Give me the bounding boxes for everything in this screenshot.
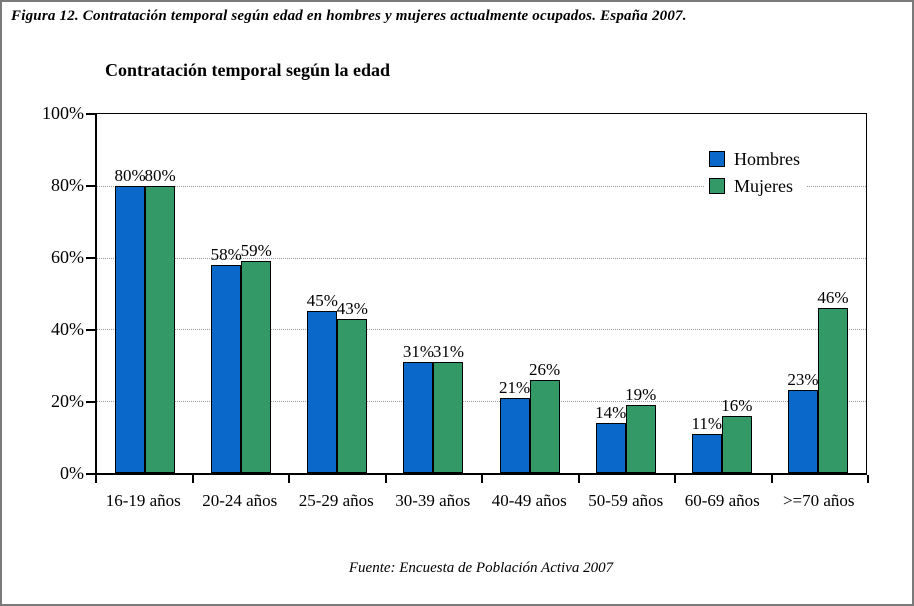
bar-hombres-4: 31% — [403, 343, 434, 473]
bar-value-label: 14% — [595, 402, 627, 422]
bar-mujeres-4: 31% — [433, 343, 464, 473]
y-axis-labels: 0% 20% 40% 60% 80% 100% — [2, 104, 84, 482]
legend-label-hombres: Hombres — [734, 149, 800, 169]
bar-group-4: 31% 31% — [385, 114, 481, 473]
bar-value-label: 31% — [432, 341, 465, 361]
bar-hombres-5: 21% — [499, 379, 530, 473]
bar-value-label: 16% — [721, 395, 753, 415]
bar-value-label: 19% — [625, 384, 657, 404]
bar-value-label: 80% — [144, 165, 176, 185]
bar-mujeres-6: 19% — [625, 386, 656, 473]
bar-mujeres-1: 80% — [144, 167, 176, 473]
chart-title: Contratación temporal según la edad — [105, 60, 390, 80]
bar-value-label: 23% — [787, 370, 819, 390]
legend-swatch-hombres — [709, 151, 725, 167]
bar-hombres-1: 80% — [114, 167, 146, 473]
bar-value-label: 59% — [240, 241, 272, 261]
y-tick-label-20: 20% — [51, 391, 84, 411]
x-category-label-5: 40-49 años — [491, 491, 567, 510]
legend-label-mujeres: Mujeres — [734, 176, 793, 196]
bar-group-1: 80% 80% — [97, 114, 193, 473]
x-category-label-6: 50-59 años — [588, 491, 664, 510]
bar-hombres-8: 23% — [787, 371, 819, 473]
bar-value-label: 45% — [306, 291, 338, 311]
bar-mujeres-5: 26% — [529, 361, 560, 473]
bar-mujeres-2: 59% — [241, 242, 272, 473]
bar-group-5: 21% 26% — [482, 114, 578, 473]
bar-group-2: 58% 59% — [193, 114, 289, 473]
y-axis-tick — [86, 329, 95, 331]
x-category-label-2: 20-24 años — [202, 491, 278, 510]
source-note: Fuente: Encuesta de Población Activa 200… — [348, 560, 614, 576]
bar-value-label: 31% — [402, 341, 435, 361]
bar-value-label: 43% — [336, 298, 368, 318]
x-category-label-3: 25-29 años — [298, 491, 374, 510]
x-category-label-4: 30-39 años — [395, 491, 471, 510]
x-axis-tick — [867, 475, 869, 483]
y-tick-label-100: 100% — [42, 103, 84, 123]
bar-mujeres-3: 43% — [337, 300, 368, 473]
y-tick-label-60: 60% — [51, 247, 84, 267]
legend-item-hombres: Hombres — [709, 147, 800, 171]
y-axis-tick — [86, 113, 95, 115]
bar-value-label: 58% — [210, 244, 242, 264]
x-axis-tick — [577, 475, 580, 483]
y-tick-label-0: 0% — [60, 463, 84, 483]
gridline-80 — [97, 185, 866, 187]
x-axis-tick — [674, 475, 676, 483]
bar-groups: 80% 80% 58% 59% 45% 43% 31% 31% 21% 26% 14% 19% 11% 1… — [97, 114, 866, 473]
y-tick-label-40: 40% — [51, 319, 84, 339]
y-axis-tick — [86, 473, 95, 475]
x-axis-tick — [288, 475, 290, 483]
bar-value-label: 46% — [817, 287, 849, 307]
x-axis-tick — [481, 475, 483, 483]
bar-group-3: 45% 43% — [289, 114, 385, 473]
bar-hombres-2: 58% — [211, 246, 242, 473]
gridline-40 — [97, 329, 866, 331]
bar-mujeres-7: 16% — [721, 397, 752, 473]
bar-hombres-6: 14% — [595, 404, 626, 473]
gridline-60 — [97, 257, 866, 259]
bar-value-label: 26% — [528, 359, 561, 379]
legend: Hombres Mujeres — [705, 142, 806, 203]
x-axis-tick — [770, 475, 773, 483]
y-axis-tick — [86, 401, 95, 403]
bar-group-8: 23% 46% — [770, 114, 866, 473]
legend-item-mujeres: Mujeres — [709, 174, 800, 198]
y-axis-tick — [86, 185, 95, 187]
gridline-20 — [97, 401, 866, 403]
bar-group-6: 14% 19% — [578, 114, 674, 473]
bar-value-label: 21% — [498, 377, 531, 397]
x-category-label-7: 60-69 años — [684, 491, 760, 510]
x-axis-tick — [95, 475, 97, 483]
bar-hombres-7: 11% — [692, 415, 722, 473]
figure-caption: Figura 12. Contratación temporal según e… — [11, 8, 687, 24]
x-axis-labels: 16-19 años 20-24 años 25-29 años 30-39 años… — [95, 491, 867, 511]
bar-group-7: 11% 16% — [674, 114, 770, 473]
x-axis-tick — [384, 475, 387, 483]
y-axis-tick — [86, 257, 95, 259]
x-axis-tick — [191, 475, 194, 483]
bar-value-label: 11% — [691, 413, 723, 433]
y-tick-label-80: 80% — [51, 175, 84, 195]
x-category-label-8: >=70 años — [782, 491, 855, 510]
bar-mujeres-8: 46% — [817, 289, 849, 473]
bar-hombres-3: 45% — [307, 292, 338, 473]
bar-value-label: 80% — [114, 165, 146, 185]
x-category-label-1: 16-19 años — [105, 491, 181, 510]
legend-swatch-mujeres — [709, 178, 725, 194]
